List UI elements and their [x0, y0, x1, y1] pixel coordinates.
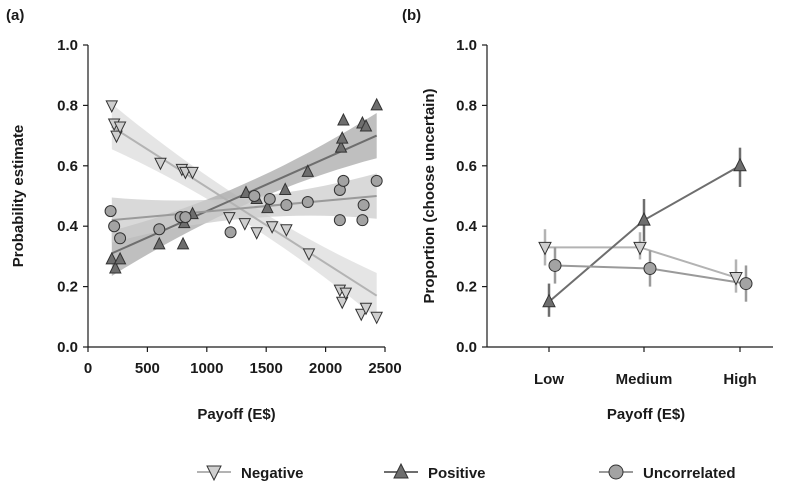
panel-a: (a) 0.0 0.2 0.4 0.6 0.8 1.0 0 500 1000 1500 2000 250… [6, 7, 402, 423]
legend-item-negative: Negative [197, 465, 304, 482]
data-point-negative [154, 157, 167, 171]
data-point-negative [250, 227, 264, 240]
x-tick-label: Low [534, 371, 564, 388]
data-point-positive [113, 251, 127, 265]
data-point-negative [265, 221, 279, 234]
x-tick-label: 2500 [368, 360, 401, 377]
legend-label: Positive [428, 465, 486, 482]
legend-label: Negative [241, 465, 304, 482]
data-point-uncorrelated [263, 193, 276, 206]
data-point-negative [113, 121, 127, 135]
data-point-uncorrelated [108, 220, 121, 233]
data-point-positive [359, 118, 373, 132]
data-point-negative [280, 224, 293, 237]
data-point-positive [637, 212, 651, 226]
panel-label: (a) [6, 7, 24, 24]
x-axis-label: Payoff (E$) [197, 406, 275, 423]
data-point-negative [238, 218, 252, 231]
data-point-negative [359, 302, 373, 316]
fit-line-uncorrelated [111, 195, 377, 222]
y-tick-label: 0.2 [57, 279, 78, 296]
data-point-uncorrelated [179, 211, 192, 224]
y-tick-label: 1.0 [57, 37, 78, 54]
panel-b: (b) 0.0 0.2 0.4 0.6 0.8 1.0 Low Medium High Payoff… [402, 7, 773, 423]
data-point-negative [110, 130, 123, 144]
data-point-negative [538, 241, 552, 256]
data-point-uncorrelated [114, 232, 127, 245]
data-point-uncorrelated [357, 199, 370, 212]
data-point-uncorrelated [356, 214, 369, 227]
data-point-negative [302, 248, 316, 261]
x-tick-label: 500 [135, 360, 160, 377]
data-point-positive [370, 97, 383, 111]
data-point-negative [335, 296, 349, 310]
y-tick-label: 0.2 [456, 279, 477, 296]
x-axis-label: Payoff (E$) [607, 406, 685, 423]
y-tick-label: 0.4 [456, 218, 478, 235]
y-tick-label: 0.0 [456, 339, 477, 356]
y-tick-label: 0.4 [57, 218, 79, 235]
panel-label: (b) [402, 7, 421, 24]
data-point-positive [542, 293, 556, 308]
data-point-uncorrelated [280, 199, 293, 212]
data-point-uncorrelated [248, 190, 261, 202]
data-point-positive [337, 112, 350, 126]
data-point-uncorrelated [370, 174, 383, 187]
data-point-positive [105, 251, 119, 265]
y-tick-label: 0.6 [456, 158, 477, 175]
data-point-uncorrelated [104, 205, 117, 218]
data-point-positive [301, 164, 315, 177]
x-tick-label: 1500 [250, 360, 283, 377]
x-tick-label: 0 [84, 360, 92, 377]
y-tick-label: 0.6 [57, 158, 78, 175]
data-point-positive [335, 131, 349, 144]
data-point-uncorrelated [153, 223, 166, 236]
legend-marker [393, 462, 409, 479]
data-point-uncorrelated [301, 196, 314, 209]
legend-marker [608, 464, 624, 480]
data-point-uncorrelated [739, 277, 753, 291]
y-axis-label: Proportion (choose uncertain) [421, 88, 438, 303]
data-point-positive [109, 260, 122, 274]
y-tick-label: 0.0 [57, 339, 78, 356]
legend-item-positive: Positive [384, 462, 486, 482]
legend: Negative Positive Uncorrelated [197, 462, 736, 482]
data-point-positive [334, 140, 348, 153]
x-tick-label: Medium [616, 371, 673, 388]
data-point-uncorrelated [643, 261, 657, 275]
data-point-negative [354, 308, 368, 322]
y-tick-label: 0.8 [57, 97, 78, 114]
legend-item-uncorrelated: Uncorrelated [599, 464, 736, 482]
data-point-negative [105, 100, 119, 114]
data-point-negative [223, 212, 236, 225]
data-point-uncorrelated [548, 258, 562, 272]
data-point-negative [729, 272, 743, 286]
x-tick-label: 2000 [309, 360, 342, 377]
y-tick-label: 0.8 [456, 97, 477, 114]
data-point-negative [370, 311, 383, 325]
data-point-negative [633, 241, 647, 256]
fit-line-negative [111, 125, 378, 297]
x-tick-label: 1000 [190, 360, 223, 377]
y-axis-label: Probability estimate [10, 125, 27, 268]
data-point-positive [733, 157, 747, 172]
data-point-positive [261, 200, 274, 214]
legend-label: Uncorrelated [643, 465, 736, 482]
data-point-positive [152, 236, 166, 250]
data-point-negative [339, 287, 353, 301]
data-point-uncorrelated [337, 174, 350, 187]
data-point-positive [176, 236, 190, 250]
data-point-positive [278, 182, 292, 195]
y-tick-label: 1.0 [456, 37, 477, 54]
data-point-uncorrelated [224, 226, 237, 239]
x-tick-label: High [723, 371, 756, 388]
data-point-negative [186, 166, 199, 180]
data-point-uncorrelated [333, 214, 346, 227]
legend-marker [206, 465, 222, 482]
